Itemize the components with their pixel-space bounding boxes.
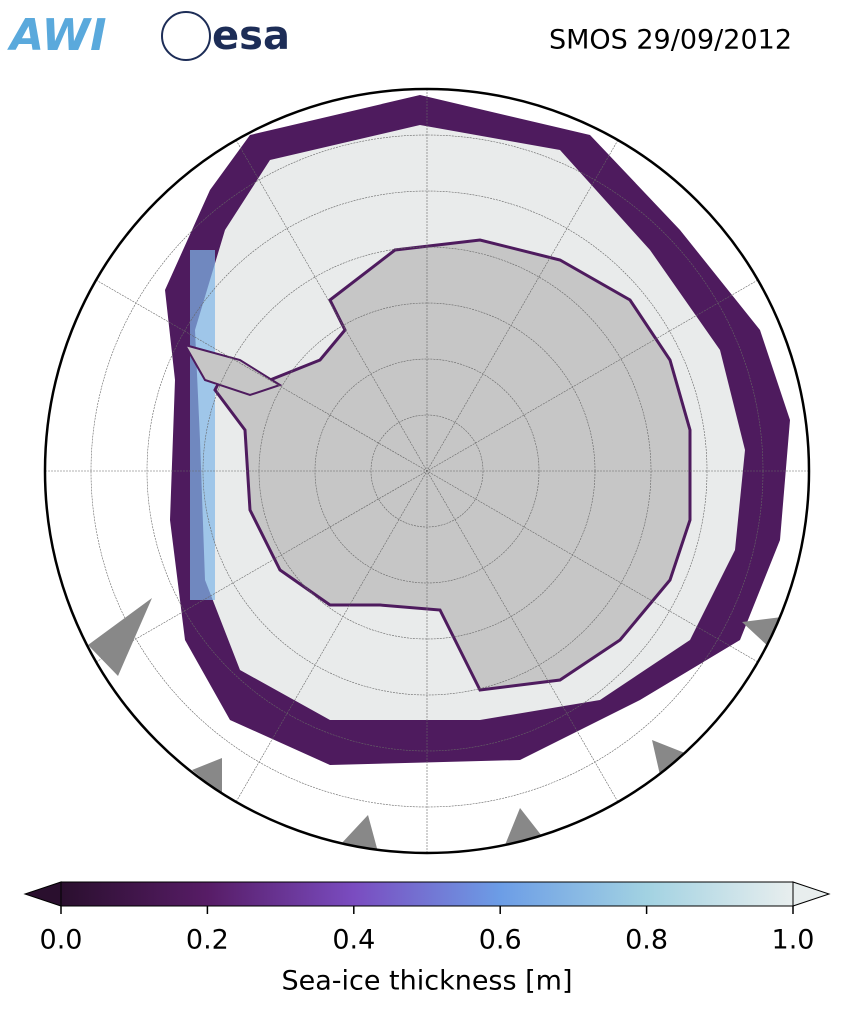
colorbar-tick-label: 0.4 [332, 925, 375, 956]
colorbar-extend-low [23, 881, 62, 907]
colorbar-tick-label: 0.2 [186, 925, 229, 956]
colorbar-tick-label: 1.0 [772, 925, 815, 956]
colorbar-tick-label: 0.0 [40, 925, 83, 956]
map-frame [43, 87, 811, 855]
awi-logo: AWI [7, 10, 107, 61]
colorbar-label: Sea-ice thickness [m] [281, 966, 572, 997]
colorbar [23, 881, 831, 907]
graticule [45, 89, 809, 853]
colorbar-ramp [60, 881, 794, 907]
colorbar-tick-label: 0.8 [625, 925, 668, 956]
title: SMOS 29/09/2012 [549, 25, 792, 56]
esa-emblem [161, 11, 211, 61]
colorbar-extend-high [792, 881, 831, 907]
ice-thin [190, 250, 215, 600]
map [45, 89, 809, 853]
esa-logo: esa [212, 13, 290, 59]
colorbar-tick-label: 0.6 [479, 925, 522, 956]
